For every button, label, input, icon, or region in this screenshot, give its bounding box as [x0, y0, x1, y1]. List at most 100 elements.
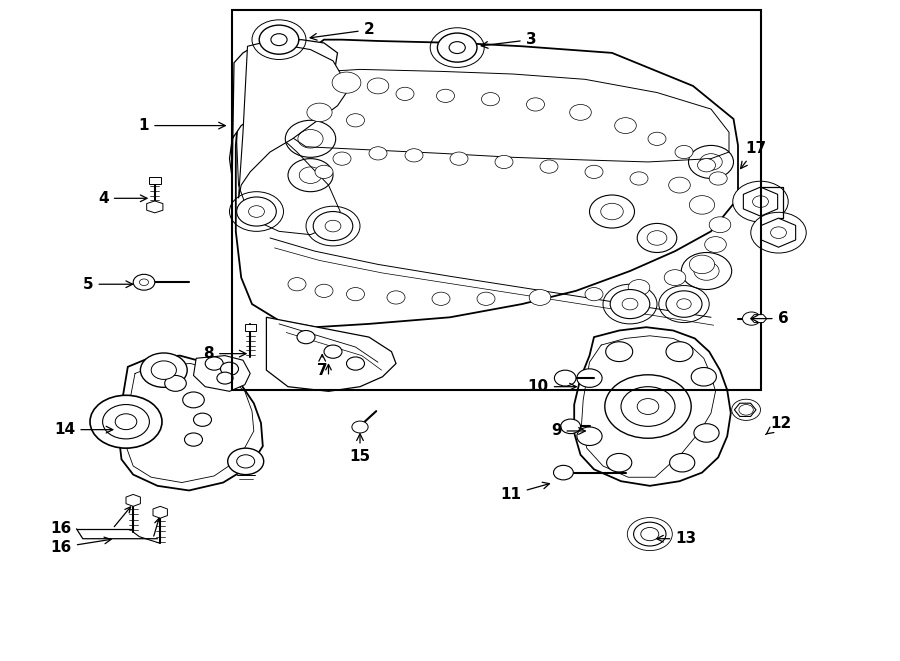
Circle shape [315, 165, 333, 178]
Circle shape [103, 405, 149, 439]
Polygon shape [266, 317, 396, 391]
Circle shape [217, 372, 233, 384]
Circle shape [352, 421, 368, 433]
Polygon shape [743, 187, 778, 216]
Polygon shape [126, 494, 140, 506]
Circle shape [570, 104, 591, 120]
Text: 16: 16 [50, 537, 111, 555]
Circle shape [297, 330, 315, 344]
Text: 3: 3 [482, 32, 536, 48]
Text: 12: 12 [766, 416, 792, 434]
Circle shape [648, 132, 666, 145]
Circle shape [664, 270, 686, 286]
Circle shape [698, 159, 716, 172]
Polygon shape [574, 327, 731, 486]
Circle shape [606, 342, 633, 362]
Text: 15: 15 [349, 434, 371, 463]
Text: 5: 5 [83, 277, 132, 292]
Text: 16: 16 [50, 522, 72, 536]
Circle shape [436, 89, 454, 102]
Circle shape [450, 152, 468, 165]
Circle shape [561, 419, 581, 434]
Circle shape [307, 103, 332, 122]
Text: 9: 9 [551, 424, 585, 438]
Circle shape [165, 375, 186, 391]
Circle shape [691, 368, 716, 386]
Polygon shape [761, 218, 796, 247]
Circle shape [194, 413, 212, 426]
Circle shape [577, 369, 602, 387]
Text: 10: 10 [527, 379, 576, 394]
Circle shape [346, 114, 364, 127]
Circle shape [140, 353, 187, 387]
Circle shape [554, 370, 576, 386]
Bar [232, 10, 760, 390]
Circle shape [205, 357, 223, 370]
Circle shape [324, 345, 342, 358]
Circle shape [675, 145, 693, 159]
Circle shape [630, 172, 648, 185]
Circle shape [554, 465, 573, 480]
Circle shape [709, 217, 731, 233]
Polygon shape [230, 40, 338, 178]
Circle shape [689, 255, 715, 274]
Circle shape [585, 288, 603, 301]
Circle shape [387, 291, 405, 304]
Polygon shape [194, 356, 250, 391]
Circle shape [628, 280, 650, 295]
Circle shape [689, 196, 715, 214]
Text: 11: 11 [500, 483, 550, 502]
Circle shape [396, 87, 414, 100]
Text: 17: 17 [741, 141, 767, 169]
Circle shape [666, 342, 693, 362]
Text: 14: 14 [54, 422, 112, 437]
Circle shape [495, 155, 513, 169]
Circle shape [694, 424, 719, 442]
Circle shape [666, 291, 702, 317]
Text: 1: 1 [139, 118, 225, 133]
Circle shape [237, 197, 276, 226]
Circle shape [405, 149, 423, 162]
Text: 6: 6 [752, 311, 788, 326]
Polygon shape [734, 403, 756, 416]
Circle shape [151, 361, 176, 379]
Circle shape [621, 387, 675, 426]
Text: 2: 2 [310, 22, 374, 40]
Circle shape [259, 25, 299, 54]
Circle shape [529, 290, 551, 305]
Polygon shape [238, 43, 346, 198]
Circle shape [90, 395, 162, 448]
Polygon shape [153, 506, 167, 518]
Circle shape [482, 93, 500, 106]
Circle shape [332, 72, 361, 93]
Circle shape [449, 42, 465, 54]
Circle shape [751, 212, 806, 253]
Circle shape [346, 357, 364, 370]
Circle shape [184, 433, 202, 446]
Circle shape [477, 292, 495, 305]
Circle shape [288, 278, 306, 291]
Bar [148, 177, 161, 184]
Circle shape [733, 181, 788, 222]
Circle shape [585, 165, 603, 178]
Circle shape [705, 237, 726, 253]
Circle shape [437, 33, 477, 62]
Circle shape [228, 448, 264, 475]
Text: 13: 13 [657, 531, 697, 546]
Text: 7: 7 [317, 354, 328, 377]
Circle shape [634, 522, 666, 546]
Circle shape [313, 212, 353, 241]
Circle shape [271, 34, 287, 46]
Circle shape [183, 392, 204, 408]
Circle shape [333, 152, 351, 165]
Circle shape [742, 312, 760, 325]
Polygon shape [236, 40, 738, 327]
Circle shape [605, 375, 691, 438]
Text: 8: 8 [203, 346, 246, 361]
Circle shape [615, 118, 636, 134]
Circle shape [577, 427, 602, 446]
Circle shape [610, 290, 650, 319]
Circle shape [526, 98, 544, 111]
Polygon shape [119, 356, 263, 490]
Circle shape [670, 453, 695, 472]
